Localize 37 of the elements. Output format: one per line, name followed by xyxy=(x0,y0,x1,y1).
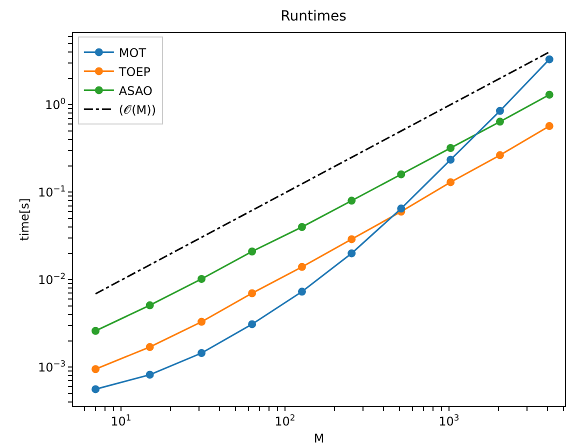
point xyxy=(446,144,455,152)
point xyxy=(198,318,206,326)
legend-label: (𝒪(M)) xyxy=(118,102,156,117)
point xyxy=(348,196,356,205)
point xyxy=(248,320,256,328)
point xyxy=(198,274,206,283)
legend-label: TOEP xyxy=(118,64,151,79)
point xyxy=(446,178,455,186)
x-tick-label: 10$^{1}$ xyxy=(110,412,132,428)
point xyxy=(298,288,306,296)
x-tick-label: 10$^{3}$ xyxy=(438,412,460,428)
point xyxy=(446,156,455,164)
point xyxy=(397,204,406,213)
point xyxy=(248,289,256,298)
point xyxy=(496,106,504,115)
legend-label: ASAO xyxy=(118,84,152,98)
point xyxy=(348,235,356,244)
y-tick-label: 10$^{−1}$ xyxy=(38,183,66,200)
point xyxy=(348,249,356,258)
point xyxy=(545,122,554,130)
y-axis-title: time[s] xyxy=(17,198,32,241)
point xyxy=(248,248,256,256)
point xyxy=(298,262,306,271)
y-tick-label: 10$^{−3}$ xyxy=(38,358,66,374)
y-tick-label: 10$^{0}$ xyxy=(44,96,66,112)
point xyxy=(397,170,406,178)
legend-label: MOT xyxy=(118,46,147,60)
point xyxy=(545,90,554,99)
point xyxy=(545,55,554,64)
chart-title: Runtimes xyxy=(280,8,346,25)
point xyxy=(198,349,206,358)
point xyxy=(496,151,504,160)
x-tick-label: 10$^{2}$ xyxy=(274,412,296,428)
x-axis-title: M xyxy=(314,431,324,446)
y-tick-label: 10$^{−2}$ xyxy=(38,270,66,287)
point xyxy=(496,118,504,126)
point xyxy=(298,223,306,232)
